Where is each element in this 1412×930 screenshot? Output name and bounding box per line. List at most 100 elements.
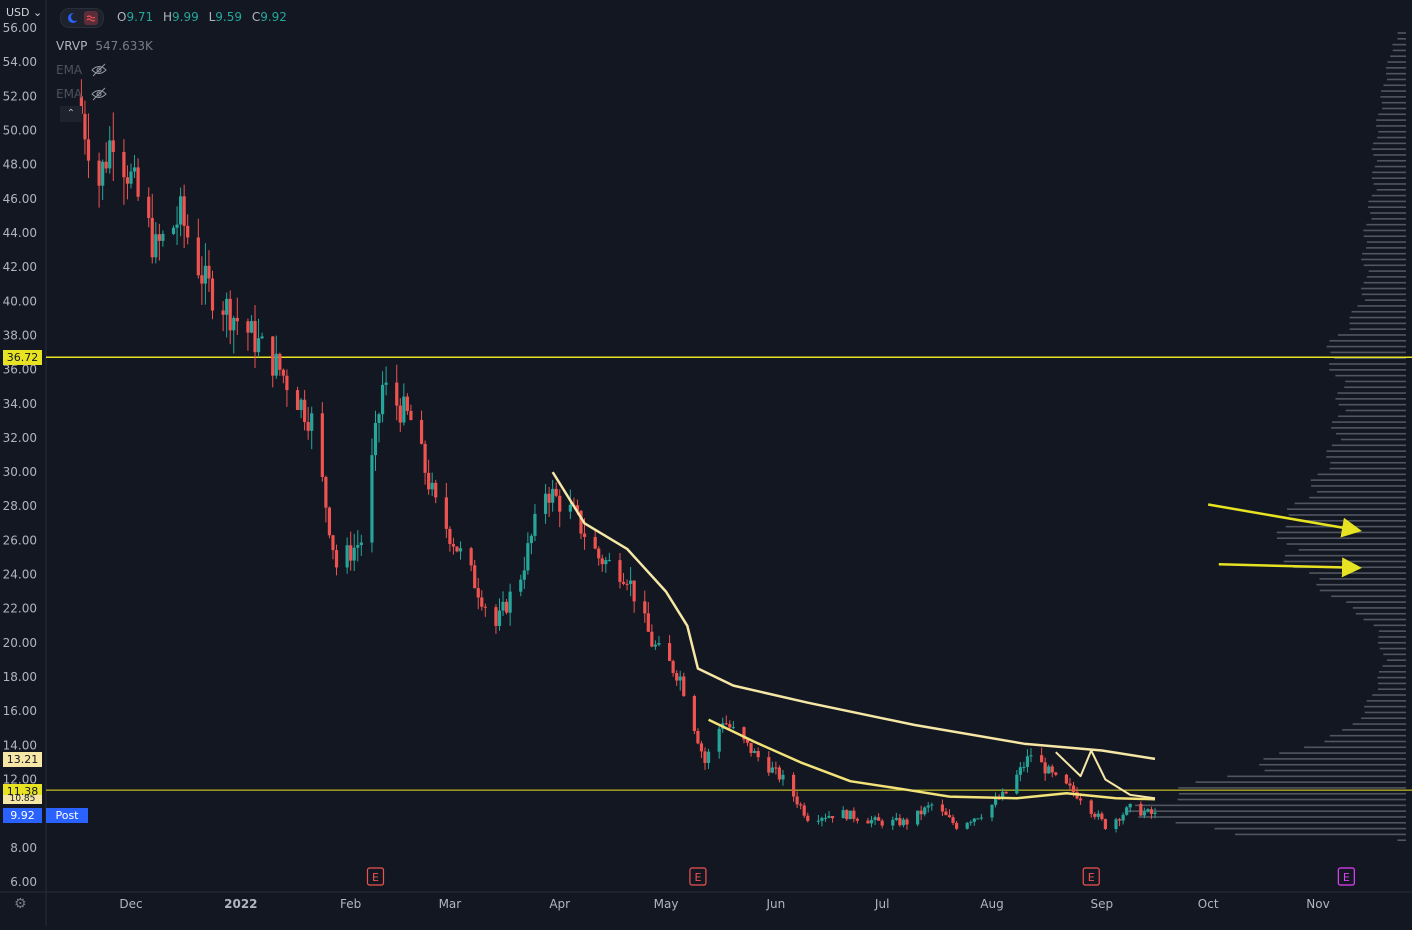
candle (451, 537, 456, 555)
eye-hidden-icon[interactable] (90, 63, 108, 77)
candle (1004, 791, 1008, 795)
volume-profile-bar (1344, 386, 1406, 389)
volume-profile-bar (1377, 688, 1406, 691)
legend-vrvp[interactable]: VRVP 547.633K (56, 34, 153, 58)
y-tick-label: 48.00 (3, 158, 37, 172)
y-tick-label: 12.00 (3, 773, 37, 787)
candle (841, 806, 845, 819)
candle (458, 541, 463, 560)
candle (600, 554, 604, 572)
earnings-marker[interactable]: E (1082, 867, 1100, 886)
volume-profile-bar (1331, 595, 1406, 598)
candle (855, 817, 859, 824)
y-tick-label: 54.00 (3, 55, 37, 69)
volume-profile-bar (1345, 409, 1406, 412)
volume-profile-bar (1338, 415, 1406, 418)
candle (171, 225, 176, 236)
svg-text:E: E (1088, 871, 1095, 884)
y-tick-label: 52.00 (3, 89, 37, 103)
candle (547, 486, 551, 517)
volume-profile-bar (1279, 752, 1406, 754)
volume-profile-bar (1364, 299, 1406, 301)
candle (1146, 808, 1150, 813)
volume-profile-bar (1374, 165, 1406, 168)
svg-text:E: E (694, 871, 701, 884)
candle (781, 769, 785, 786)
volume-profile-bar (1351, 310, 1406, 313)
candle (494, 604, 498, 634)
svg-text:E: E (372, 871, 379, 884)
volume-profile-bar (1346, 601, 1406, 603)
candle (370, 438, 374, 553)
candle (774, 761, 778, 775)
volume-profile-bar (1366, 247, 1406, 249)
candle (969, 820, 973, 826)
volume-profile-bar (1329, 363, 1406, 365)
volume-profile-bar (1367, 206, 1406, 209)
candle (1050, 764, 1054, 778)
candle (200, 256, 204, 305)
candle (671, 659, 675, 677)
candle (203, 243, 208, 305)
open-label: O (117, 10, 127, 24)
candle (373, 410, 378, 472)
low-label: L (208, 10, 216, 24)
candle (225, 292, 229, 338)
earnings-marker[interactable]: E (689, 867, 707, 886)
candle (246, 318, 250, 351)
candle (310, 406, 314, 450)
candle (965, 821, 969, 830)
volume-profile-bar (1349, 322, 1406, 325)
volume-profile-bar (1370, 212, 1406, 214)
x-tick-label: Apr (549, 897, 570, 911)
earnings-marker[interactable]: E (1337, 867, 1355, 886)
candle (756, 747, 760, 762)
candle (295, 386, 300, 411)
candle (919, 805, 923, 821)
candle (990, 804, 994, 822)
currency-selector[interactable]: USD ⌄ (6, 6, 42, 19)
candle (551, 479, 555, 512)
volume-profile-bar (1366, 700, 1406, 702)
volume-profile-bar (1361, 252, 1406, 255)
candle (1040, 747, 1044, 763)
close-label: C (251, 10, 261, 24)
volume-profile-bar (1195, 781, 1406, 783)
legend-ema-1[interactable]: EMA (56, 58, 153, 82)
candle (157, 223, 161, 261)
eye-hidden-icon[interactable] (90, 87, 108, 101)
volume-profile-bar (1397, 38, 1406, 40)
candle (745, 738, 750, 747)
candle (731, 721, 735, 730)
ema-mid-line (1055, 749, 1156, 800)
candle (136, 158, 140, 201)
candle (430, 472, 434, 497)
high-value: 9.99 (172, 10, 199, 24)
candle (703, 747, 707, 770)
volume-profile-bar (1383, 84, 1406, 87)
candle (877, 813, 881, 821)
legend-collapse-button[interactable]: ⌃ (60, 106, 82, 122)
legend-ema-2[interactable]: EMA (56, 82, 153, 106)
gear-icon[interactable]: ⚙ (14, 896, 27, 912)
candle (795, 791, 799, 809)
y-tick-label: 30.00 (3, 465, 37, 479)
candle (554, 482, 558, 498)
candle (646, 602, 650, 632)
chart-mode-toggle[interactable] (60, 8, 104, 28)
candle (377, 412, 381, 443)
earnings-marker[interactable]: E (366, 867, 385, 886)
candle (448, 526, 452, 552)
candle (1114, 817, 1118, 833)
candle (345, 537, 349, 574)
volume-profile-bar (1288, 514, 1406, 516)
candle (799, 802, 803, 810)
volume-profile-bar (1329, 339, 1406, 342)
candle (398, 398, 402, 432)
candle (852, 807, 856, 823)
candle (923, 806, 927, 817)
volume-profile-bar (1319, 578, 1406, 580)
candle (791, 772, 796, 802)
